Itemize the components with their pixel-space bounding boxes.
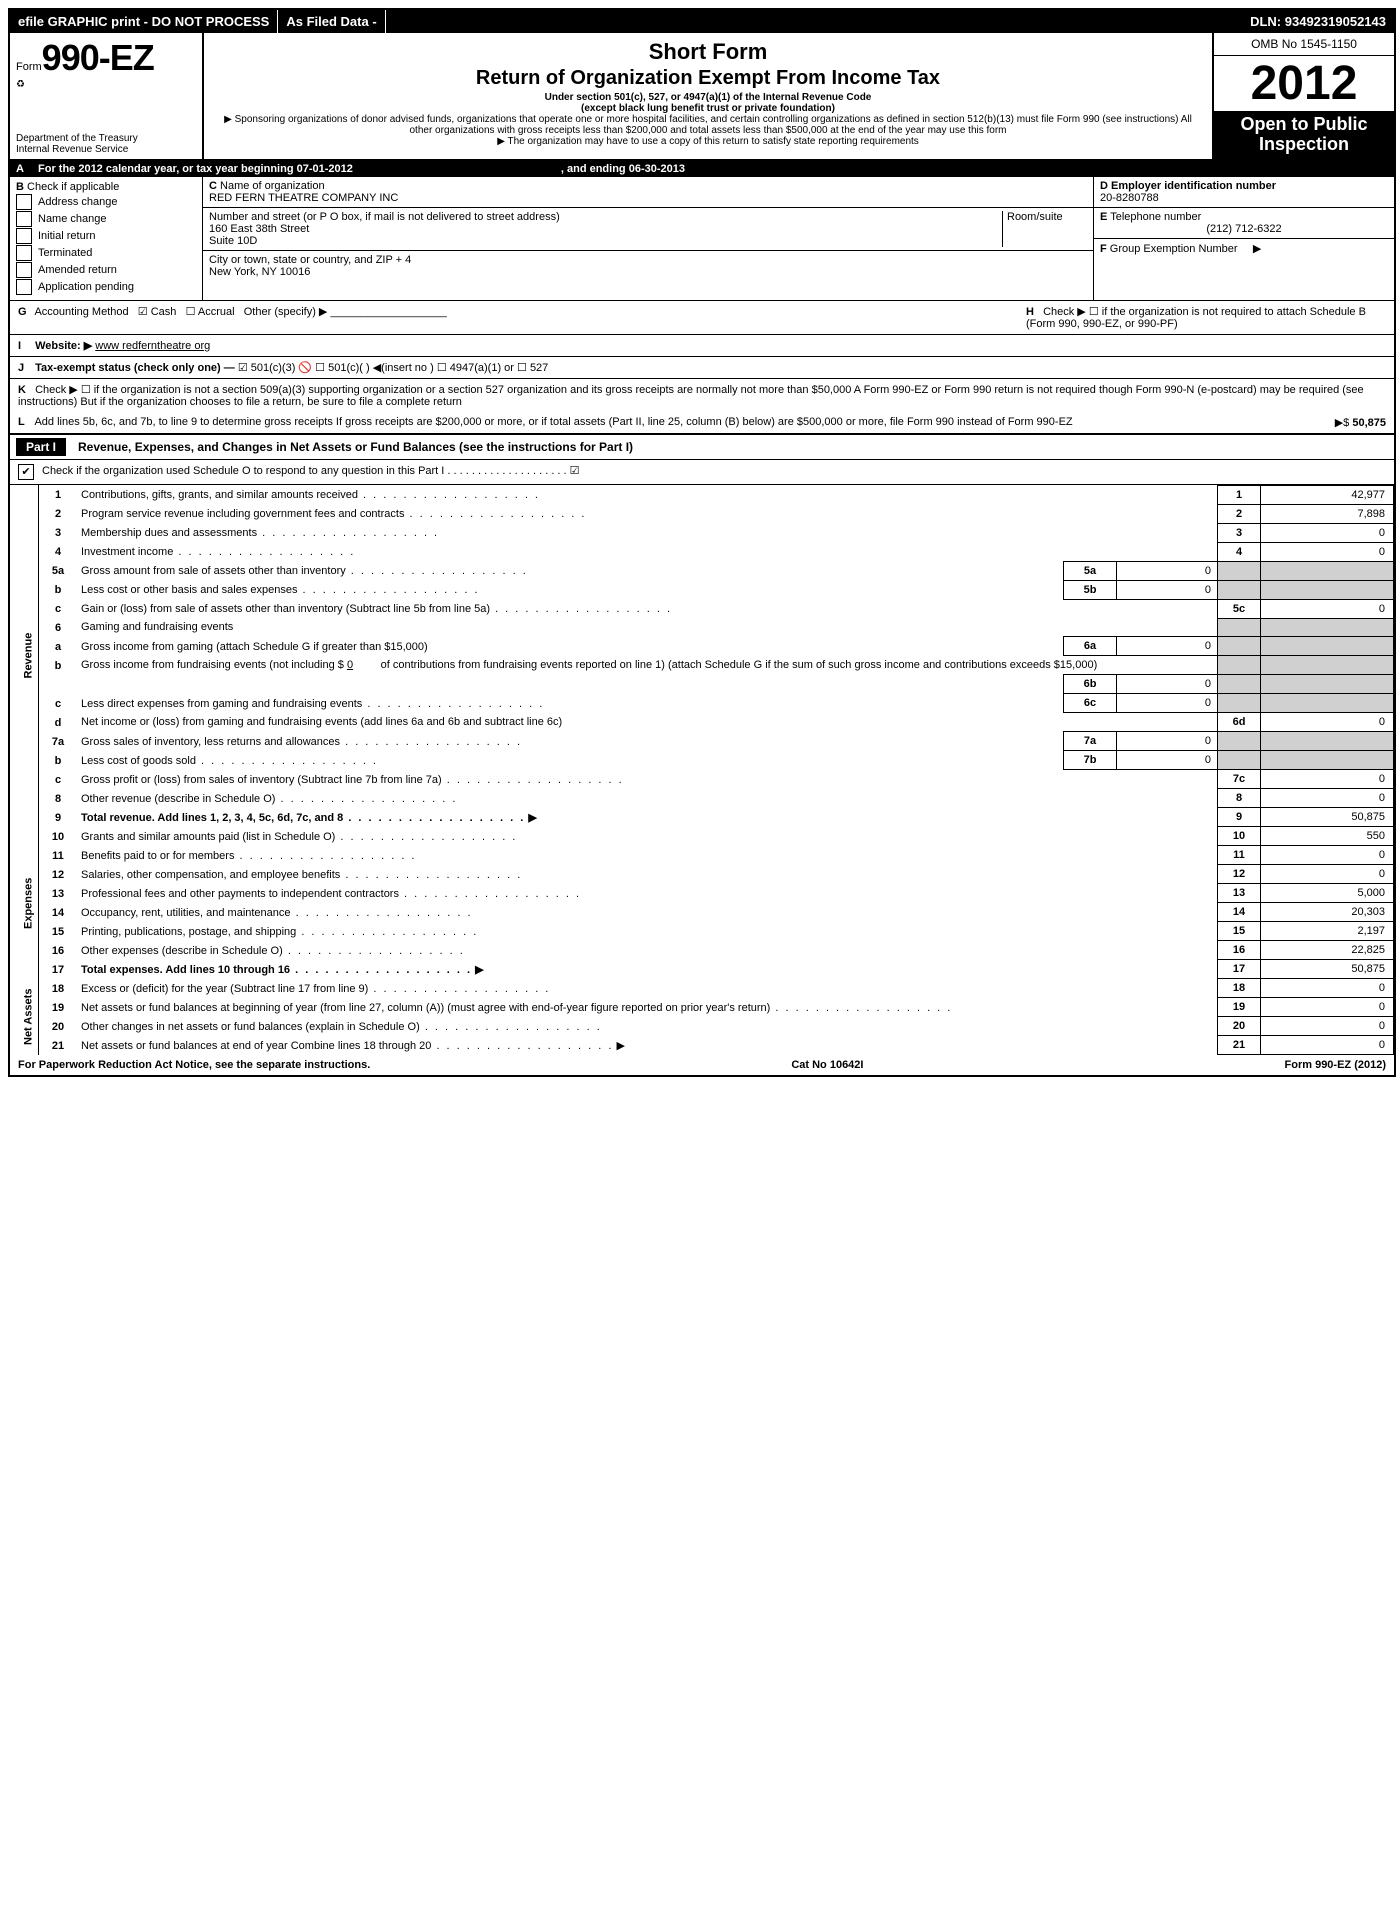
- website-url[interactable]: www redferntheatre org: [95, 340, 210, 352]
- val-14: 20,303: [1261, 903, 1394, 922]
- val-7a: 0: [1117, 732, 1218, 751]
- val-12: 0: [1261, 865, 1394, 884]
- efile-topbar: efile GRAPHIC print - DO NOT PROCESS As …: [10, 10, 1394, 33]
- val-17-total-exp: 50,875: [1261, 960, 1394, 979]
- form-header: Form990-EZ ♻ Department of the Treasury …: [10, 33, 1394, 161]
- val-5c: 0: [1261, 599, 1394, 618]
- tax-year: 2012: [1214, 56, 1394, 111]
- val-21: 0: [1261, 1036, 1394, 1055]
- chk-address-change[interactable]: Address change: [16, 194, 196, 210]
- info-block: B Check if applicable Address change Nam…: [10, 177, 1394, 301]
- main-title: Return of Organization Exempt From Incom…: [214, 67, 1202, 90]
- val-7c: 0: [1261, 770, 1394, 789]
- val-10: 550: [1261, 827, 1394, 846]
- chk-schedule-o[interactable]: ✔: [18, 464, 34, 480]
- val-6c: 0: [1117, 694, 1218, 713]
- chk-amended[interactable]: Amended return: [16, 262, 196, 278]
- street1: 160 East 38th Street: [209, 223, 309, 235]
- chk-initial-return[interactable]: Initial return: [16, 228, 196, 244]
- val-8: 0: [1261, 789, 1394, 808]
- treasury-dept: Department of the Treasury Internal Reve…: [16, 133, 196, 155]
- val-19: 0: [1261, 998, 1394, 1017]
- sect-expenses: Expenses: [10, 827, 39, 979]
- col-def: D Employer identification number 20-8280…: [1094, 177, 1394, 300]
- val-5a: 0: [1117, 561, 1218, 580]
- val-5b: 0: [1117, 580, 1218, 599]
- asfiled-label: As Filed Data -: [278, 10, 385, 33]
- form-id-block: Form990-EZ ♻ Department of the Treasury …: [10, 33, 204, 159]
- val-line2: 7,898: [1261, 504, 1394, 523]
- part1-header: Part I Revenue, Expenses, and Changes in…: [10, 434, 1394, 460]
- city-state-zip: New York, NY 10016: [209, 266, 310, 278]
- val-7b: 0: [1117, 751, 1218, 770]
- dln: DLN: 93492319052143: [1242, 10, 1394, 33]
- form-990ez: efile GRAPHIC print - DO NOT PROCESS As …: [8, 8, 1396, 1077]
- efile-label: efile GRAPHIC print - DO NOT PROCESS: [10, 10, 278, 33]
- chk-app-pending[interactable]: Application pending: [16, 279, 196, 295]
- chk-accrual[interactable]: ☐ Accrual: [186, 306, 235, 318]
- val-6a: 0: [1117, 637, 1218, 656]
- gross-receipts-amt: 50,875: [1352, 417, 1386, 429]
- sect-netassets: Net Assets: [10, 979, 39, 1055]
- val-6b: 0: [1117, 675, 1218, 694]
- form-title-block: Short Form Return of Organization Exempt…: [204, 33, 1212, 159]
- chk-sched-b[interactable]: ☐: [1089, 306, 1099, 318]
- sect-revenue: Revenue: [10, 485, 39, 827]
- val-20: 0: [1261, 1017, 1394, 1036]
- chk-501c3[interactable]: ☑: [238, 362, 248, 374]
- org-name: RED FERN THEATRE COMPANY INC: [209, 192, 398, 204]
- omb-number: OMB No 1545-1150: [1214, 33, 1394, 56]
- val-6d: 0: [1261, 713, 1394, 732]
- row-l: L Add lines 5b, 6c, and 7b, to line 9 to…: [10, 412, 1394, 434]
- footer-left: For Paperwork Reduction Act Notice, see …: [18, 1059, 370, 1071]
- val-15: 2,197: [1261, 922, 1394, 941]
- row-i-website: I Website: ▶ www redferntheatre org: [10, 335, 1394, 357]
- room-suite: Room/suite: [1002, 211, 1087, 247]
- financial-table: Revenue 1 Contributions, gifts, grants, …: [10, 485, 1394, 1056]
- chk-cash[interactable]: ☑ Cash: [138, 306, 177, 318]
- row-h: H Check ▶ ☐ if the organization is not r…: [1026, 305, 1386, 330]
- val-11: 0: [1261, 846, 1394, 865]
- val-line3: 0: [1261, 523, 1394, 542]
- chk-name-change[interactable]: Name change: [16, 211, 196, 227]
- form-number: Form990-EZ: [16, 37, 196, 79]
- form-footer: For Paperwork Reduction Act Notice, see …: [10, 1055, 1394, 1075]
- ein: 20-8280788: [1100, 192, 1159, 204]
- val-16: 22,825: [1261, 941, 1394, 960]
- phone: (212) 712-6322: [1100, 223, 1388, 235]
- val-9-total-rev: 50,875: [1261, 808, 1394, 827]
- row-k: K Check ▶ ☐ if the organization is not a…: [10, 379, 1394, 412]
- recycle-icon: ♻: [16, 79, 196, 90]
- footer-right: Form 990-EZ (2012): [1285, 1059, 1386, 1071]
- col-c-org: C Name of organization RED FERN THEATRE …: [203, 177, 1094, 300]
- val-18: 0: [1261, 979, 1394, 998]
- chk-terminated[interactable]: Terminated: [16, 245, 196, 261]
- val-line4: 0: [1261, 542, 1394, 561]
- val-13: 5,000: [1261, 884, 1394, 903]
- street2: Suite 10D: [209, 235, 257, 247]
- year-block: OMB No 1545-1150 2012 Open to Public Ins…: [1212, 33, 1394, 159]
- footer-mid: Cat No 10642I: [791, 1059, 863, 1071]
- row-j: J Tax-exempt status (check only one) — ☑…: [10, 357, 1394, 379]
- row-a: A For the 2012 calendar year, or tax yea…: [10, 161, 1394, 177]
- val-line1: 42,977: [1261, 485, 1394, 504]
- short-form-title: Short Form: [214, 39, 1202, 65]
- part1-sub: ✔ Check if the organization used Schedul…: [10, 460, 1394, 485]
- open-public-badge: Open to Public Inspection: [1214, 111, 1394, 159]
- row-g: G Accounting Method ☑ Cash ☐ Accrual Oth…: [18, 305, 1026, 330]
- col-b-checkboxes: B Check if applicable Address change Nam…: [10, 177, 203, 300]
